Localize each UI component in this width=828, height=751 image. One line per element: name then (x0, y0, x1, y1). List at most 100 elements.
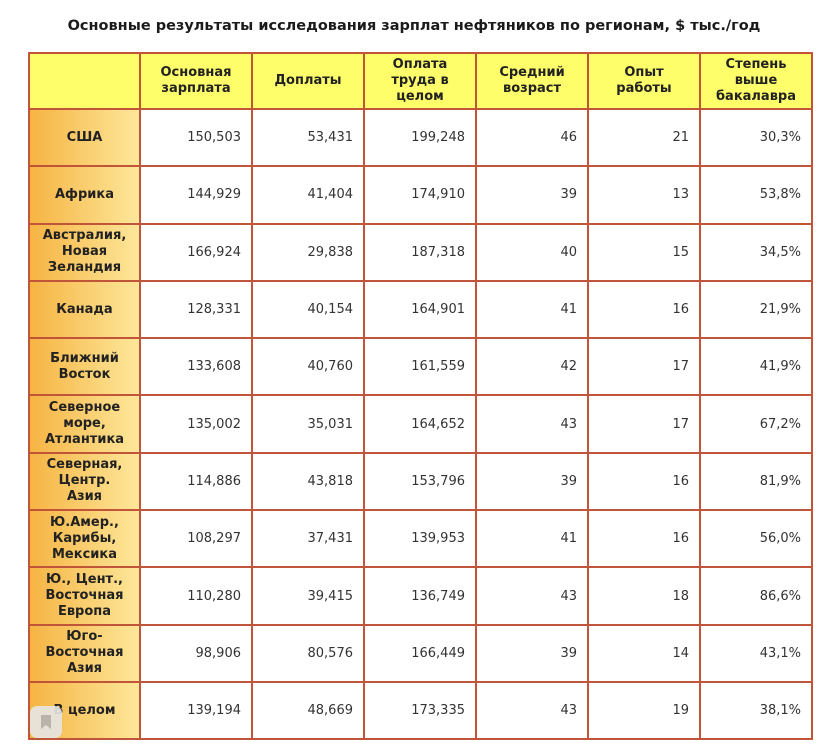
table-head: Основная зарплата Доплаты Оплата труда в ц… (28, 52, 813, 110)
cell: 18 (587, 566, 701, 626)
cell: 108,297 (139, 509, 253, 569)
cell: 39 (475, 165, 589, 225)
cell: 46 (475, 107, 589, 168)
table-title: Основные результаты исследования зарплат… (67, 18, 761, 34)
cell: 34,5% (699, 222, 813, 282)
cell: 30,3% (699, 107, 813, 168)
cell: 98,906 (139, 623, 253, 683)
cell: 38,1% (699, 680, 813, 741)
row-label: Ю.Амер., Карибы, Мексика (28, 509, 141, 569)
cell: 53,431 (251, 107, 365, 168)
cell: 21 (587, 107, 701, 168)
cell: 43 (475, 680, 589, 741)
table-row: В целом 139,194 48,669 173,335 43 19 38,1% (28, 680, 813, 741)
cell: 41,9% (699, 337, 813, 397)
cell: 136,749 (363, 566, 477, 626)
column-header: Средний возраст (475, 52, 589, 110)
row-label: США (28, 107, 141, 168)
cell: 161,559 (363, 337, 477, 397)
bookmark-icon (41, 715, 51, 729)
cell: 14 (587, 623, 701, 683)
row-label: Северная, Центр. Азия (28, 451, 141, 512)
table-row: Австралия, Новая Зеландия 166,924 29,838 18… (28, 222, 813, 282)
cell: 15 (587, 222, 701, 282)
row-label: Юго-Восточная Азия (28, 623, 141, 683)
cell: 56,0% (699, 509, 813, 569)
cell: 48,669 (251, 680, 365, 741)
cell: 41 (475, 509, 589, 569)
corner-cell (28, 52, 141, 110)
table-row: Канада 128,331 40,154 164,901 41 16 21,9% (28, 279, 813, 340)
column-header: Доплаты (251, 52, 365, 110)
cell: 43,1% (699, 623, 813, 683)
cell: 110,280 (139, 566, 253, 626)
table-row: США 150,503 53,431 199,248 46 21 30,3% (28, 107, 813, 168)
cell: 43,818 (251, 451, 365, 512)
table-row: Юго-Восточная Азия 98,906 80,576 166,449 39 1… (28, 623, 813, 683)
table-row: Ближний Восток 133,608 40,760 161,559 42 17 41… (28, 337, 813, 397)
cell: 43 (475, 394, 589, 454)
cell: 133,608 (139, 337, 253, 397)
cell: 199,248 (363, 107, 477, 168)
row-label: Ближний Восток (28, 337, 141, 397)
cell: 81,9% (699, 451, 813, 512)
cell: 135,002 (139, 394, 253, 454)
cell: 153,796 (363, 451, 477, 512)
row-label: Африка (28, 165, 141, 225)
cell: 139,953 (363, 509, 477, 569)
cell: 21,9% (699, 279, 813, 340)
cell: 67,2% (699, 394, 813, 454)
cell: 19 (587, 680, 701, 741)
cell: 41,404 (251, 165, 365, 225)
cell: 29,838 (251, 222, 365, 282)
cell: 43 (475, 566, 589, 626)
cell: 39 (475, 451, 589, 512)
cell: 41 (475, 279, 589, 340)
cell: 150,503 (139, 107, 253, 168)
cell: 16 (587, 279, 701, 340)
cell: 166,449 (363, 623, 477, 683)
column-header: Основная зарплата (139, 52, 253, 110)
cell: 139,194 (139, 680, 253, 741)
cell: 144,929 (139, 165, 253, 225)
table-row: Северная, Центр. Азия 114,886 43,818 153,79… (28, 451, 813, 512)
header-row: Основная зарплата Доплаты Оплата труда в ц… (28, 52, 813, 110)
cell: 42 (475, 337, 589, 397)
cell: 80,576 (251, 623, 365, 683)
data-table: Основная зарплата Доплаты Оплата труда в ц… (28, 52, 813, 741)
cell: 86,6% (699, 566, 813, 626)
column-header: Опыт работы (587, 52, 701, 110)
cell: 40 (475, 222, 589, 282)
cell: 40,154 (251, 279, 365, 340)
table-row: Ю., Цент., Восточная Европа 110,280 39,415… (28, 566, 813, 626)
column-header: Степень выше бакалавра (699, 52, 813, 110)
cell: 16 (587, 509, 701, 569)
cell: 164,652 (363, 394, 477, 454)
cell: 16 (587, 451, 701, 512)
row-label: Австралия, Новая Зеландия (28, 222, 141, 282)
cell: 128,331 (139, 279, 253, 340)
cell: 13 (587, 165, 701, 225)
row-label: Северное море, Атлантика (28, 394, 141, 454)
cell: 53,8% (699, 165, 813, 225)
row-label: Канада (28, 279, 141, 340)
table-body: США 150,503 53,431 199,248 46 21 30,3% Африка 14… (28, 107, 813, 741)
cell: 114,886 (139, 451, 253, 512)
cell: 39 (475, 623, 589, 683)
cell: 39,415 (251, 566, 365, 626)
table-row: Ю.Амер., Карибы, Мексика 108,297 37,431 139… (28, 509, 813, 569)
table-row: Северное море, Атлантика 135,002 35,031 164… (28, 394, 813, 454)
cell: 174,910 (363, 165, 477, 225)
bookmark-button[interactable] (30, 706, 62, 738)
cell: 35,031 (251, 394, 365, 454)
column-header: Оплата труда в целом (363, 52, 477, 110)
cell: 187,318 (363, 222, 477, 282)
table-row: Африка 144,929 41,404 174,910 39 13 53,8% (28, 165, 813, 225)
cell: 17 (587, 337, 701, 397)
cell: 40,760 (251, 337, 365, 397)
cell: 166,924 (139, 222, 253, 282)
cell: 37,431 (251, 509, 365, 569)
cell: 173,335 (363, 680, 477, 741)
